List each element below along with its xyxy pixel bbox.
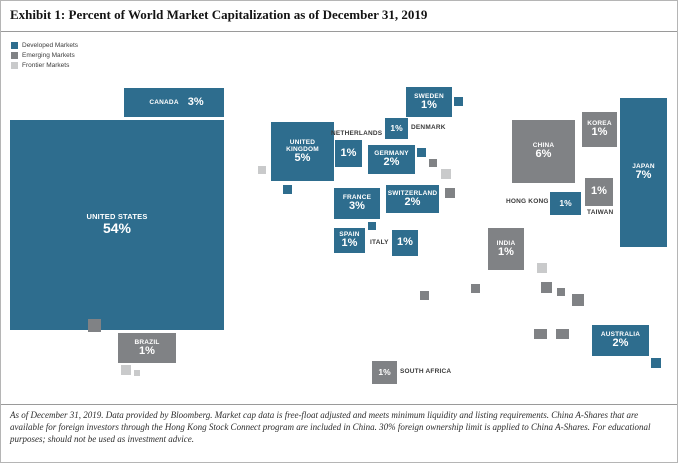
country-box-switzerland: SWITZERLAND 2%	[386, 185, 439, 213]
country-value: 1%	[397, 236, 413, 249]
country-value: 1%	[498, 245, 514, 258]
country-value: 2%	[612, 337, 629, 350]
country-value: 5%	[294, 151, 311, 164]
legend-label: Developed Markets	[22, 42, 78, 49]
country-label-hong-kong: HONG KONG	[506, 198, 549, 205]
minor-market-box-developed	[454, 97, 463, 106]
minor-market-box-developed	[651, 358, 661, 368]
title-divider	[1, 31, 677, 32]
country-name: SWITZERLAND	[387, 189, 438, 197]
country-name: CANADA	[149, 98, 179, 106]
country-value: 3%	[349, 200, 365, 213]
country-name: UNITED STATES	[86, 212, 148, 222]
country-value: 2%	[404, 195, 421, 208]
minor-market-box-emerging	[541, 282, 552, 293]
minor-market-box-frontier	[134, 370, 140, 376]
minor-market-box-emerging	[534, 329, 547, 339]
country-value: 7%	[635, 169, 652, 182]
minor-market-box-emerging	[88, 319, 101, 332]
country-name: UNITED KINGDOM	[286, 138, 319, 153]
country-name: SWEDEN	[414, 92, 444, 100]
country-name: BRAZIL	[134, 338, 160, 346]
country-box-france: FRANCE 3%	[334, 188, 380, 219]
country-value: 1%	[591, 126, 608, 139]
country-value: 1%	[591, 185, 607, 198]
country-box-korea: KOREA 1%	[582, 112, 617, 147]
country-box-china: CHINA 6%	[512, 120, 575, 183]
country-box-spain: SPAIN 1%	[334, 228, 365, 253]
country-value: 54%	[102, 220, 132, 237]
country-box-brazil: BRAZIL 1%	[118, 333, 176, 363]
country-label-denmark: DENMARK	[411, 124, 446, 131]
country-name: FRANCE	[342, 194, 372, 202]
minor-market-box-developed	[368, 222, 376, 230]
country-value: 1%	[390, 122, 403, 133]
frontier-swatch-icon	[11, 62, 18, 69]
country-box-india: INDIA 1%	[488, 228, 524, 270]
legend-item-emerging-markets: Emerging Markets	[11, 52, 78, 59]
country-box-australia: AUSTRALIA 2%	[592, 325, 649, 356]
country-value: 1%	[139, 344, 155, 357]
country-name: GERMANY	[374, 150, 409, 158]
country-box-sweden: SWEDEN 1%	[406, 87, 452, 117]
country-value: 3%	[187, 95, 204, 108]
country-value: 1%	[340, 146, 357, 159]
country-name: JAPAN	[632, 163, 655, 171]
country-name: AUSTRALIA	[600, 331, 641, 339]
legend: Developed Markets Emerging Markets Frontie…	[11, 42, 78, 72]
country-label-italy: ITALY	[370, 239, 389, 246]
legend-item-frontier-markets: Frontier Markets	[11, 62, 78, 69]
country-value: 2%	[383, 156, 400, 169]
country-value: 6%	[535, 148, 552, 161]
legend-label: Emerging Markets	[22, 52, 75, 59]
exhibit-title: Exhibit 1: Percent of World Market Capit…	[10, 7, 428, 22]
country-box-united-states: UNITED STATES 54%	[10, 120, 224, 330]
country-box-canada: CANADA 3%	[124, 88, 224, 117]
country-label-south-africa: SOUTH AFRICA	[400, 368, 452, 375]
country-label-taiwan: TAIWAN	[587, 209, 614, 216]
minor-market-box-emerging	[556, 329, 569, 339]
minor-market-box-emerging	[429, 159, 437, 167]
country-value: 1%	[378, 366, 391, 377]
minor-market-box-emerging	[572, 294, 584, 306]
minor-market-box-emerging	[445, 188, 455, 198]
country-box-taiwan: 1%	[585, 178, 613, 206]
country-box-denmark: 1%	[385, 118, 408, 139]
country-box-south-africa: 1%	[372, 361, 397, 384]
minor-market-box-frontier	[441, 169, 451, 179]
country-box-germany: GERMANY 2%	[368, 145, 415, 174]
country-name: CHINA	[532, 142, 555, 150]
legend-label: Frontier Markets	[22, 62, 70, 69]
country-box-netherlands: 1%	[335, 140, 362, 167]
country-name: INDIA	[496, 239, 516, 247]
country-label-netherlands: NETHERLANDS	[331, 130, 383, 137]
minor-market-box-frontier	[537, 263, 547, 273]
country-box-hong-kong: 1%	[550, 192, 581, 215]
country-value: 1%	[559, 197, 572, 208]
minor-market-box-emerging	[557, 288, 565, 296]
minor-market-box-emerging	[420, 291, 429, 300]
footnote-divider	[1, 404, 677, 405]
legend-item-developed-markets: Developed Markets	[11, 42, 78, 49]
country-box-japan: JAPAN 7%	[620, 98, 667, 247]
country-value: 1%	[421, 98, 437, 111]
emerging-swatch-icon	[11, 52, 18, 59]
minor-market-box-emerging	[471, 284, 480, 293]
country-name: SPAIN	[339, 231, 360, 239]
footnote-text: As of December 31, 2019. Data provided b…	[10, 410, 651, 445]
minor-market-box-developed	[417, 148, 426, 157]
minor-market-box-frontier	[258, 166, 266, 174]
country-name: KOREA	[587, 120, 612, 128]
country-box-united-kingdom: UNITED KINGDOM 5%	[271, 122, 334, 181]
country-box-italy: 1%	[392, 230, 418, 256]
minor-market-box-developed	[283, 185, 292, 194]
country-value: 1%	[341, 237, 358, 250]
minor-market-box-frontier	[121, 365, 131, 375]
developed-swatch-icon	[11, 42, 18, 49]
